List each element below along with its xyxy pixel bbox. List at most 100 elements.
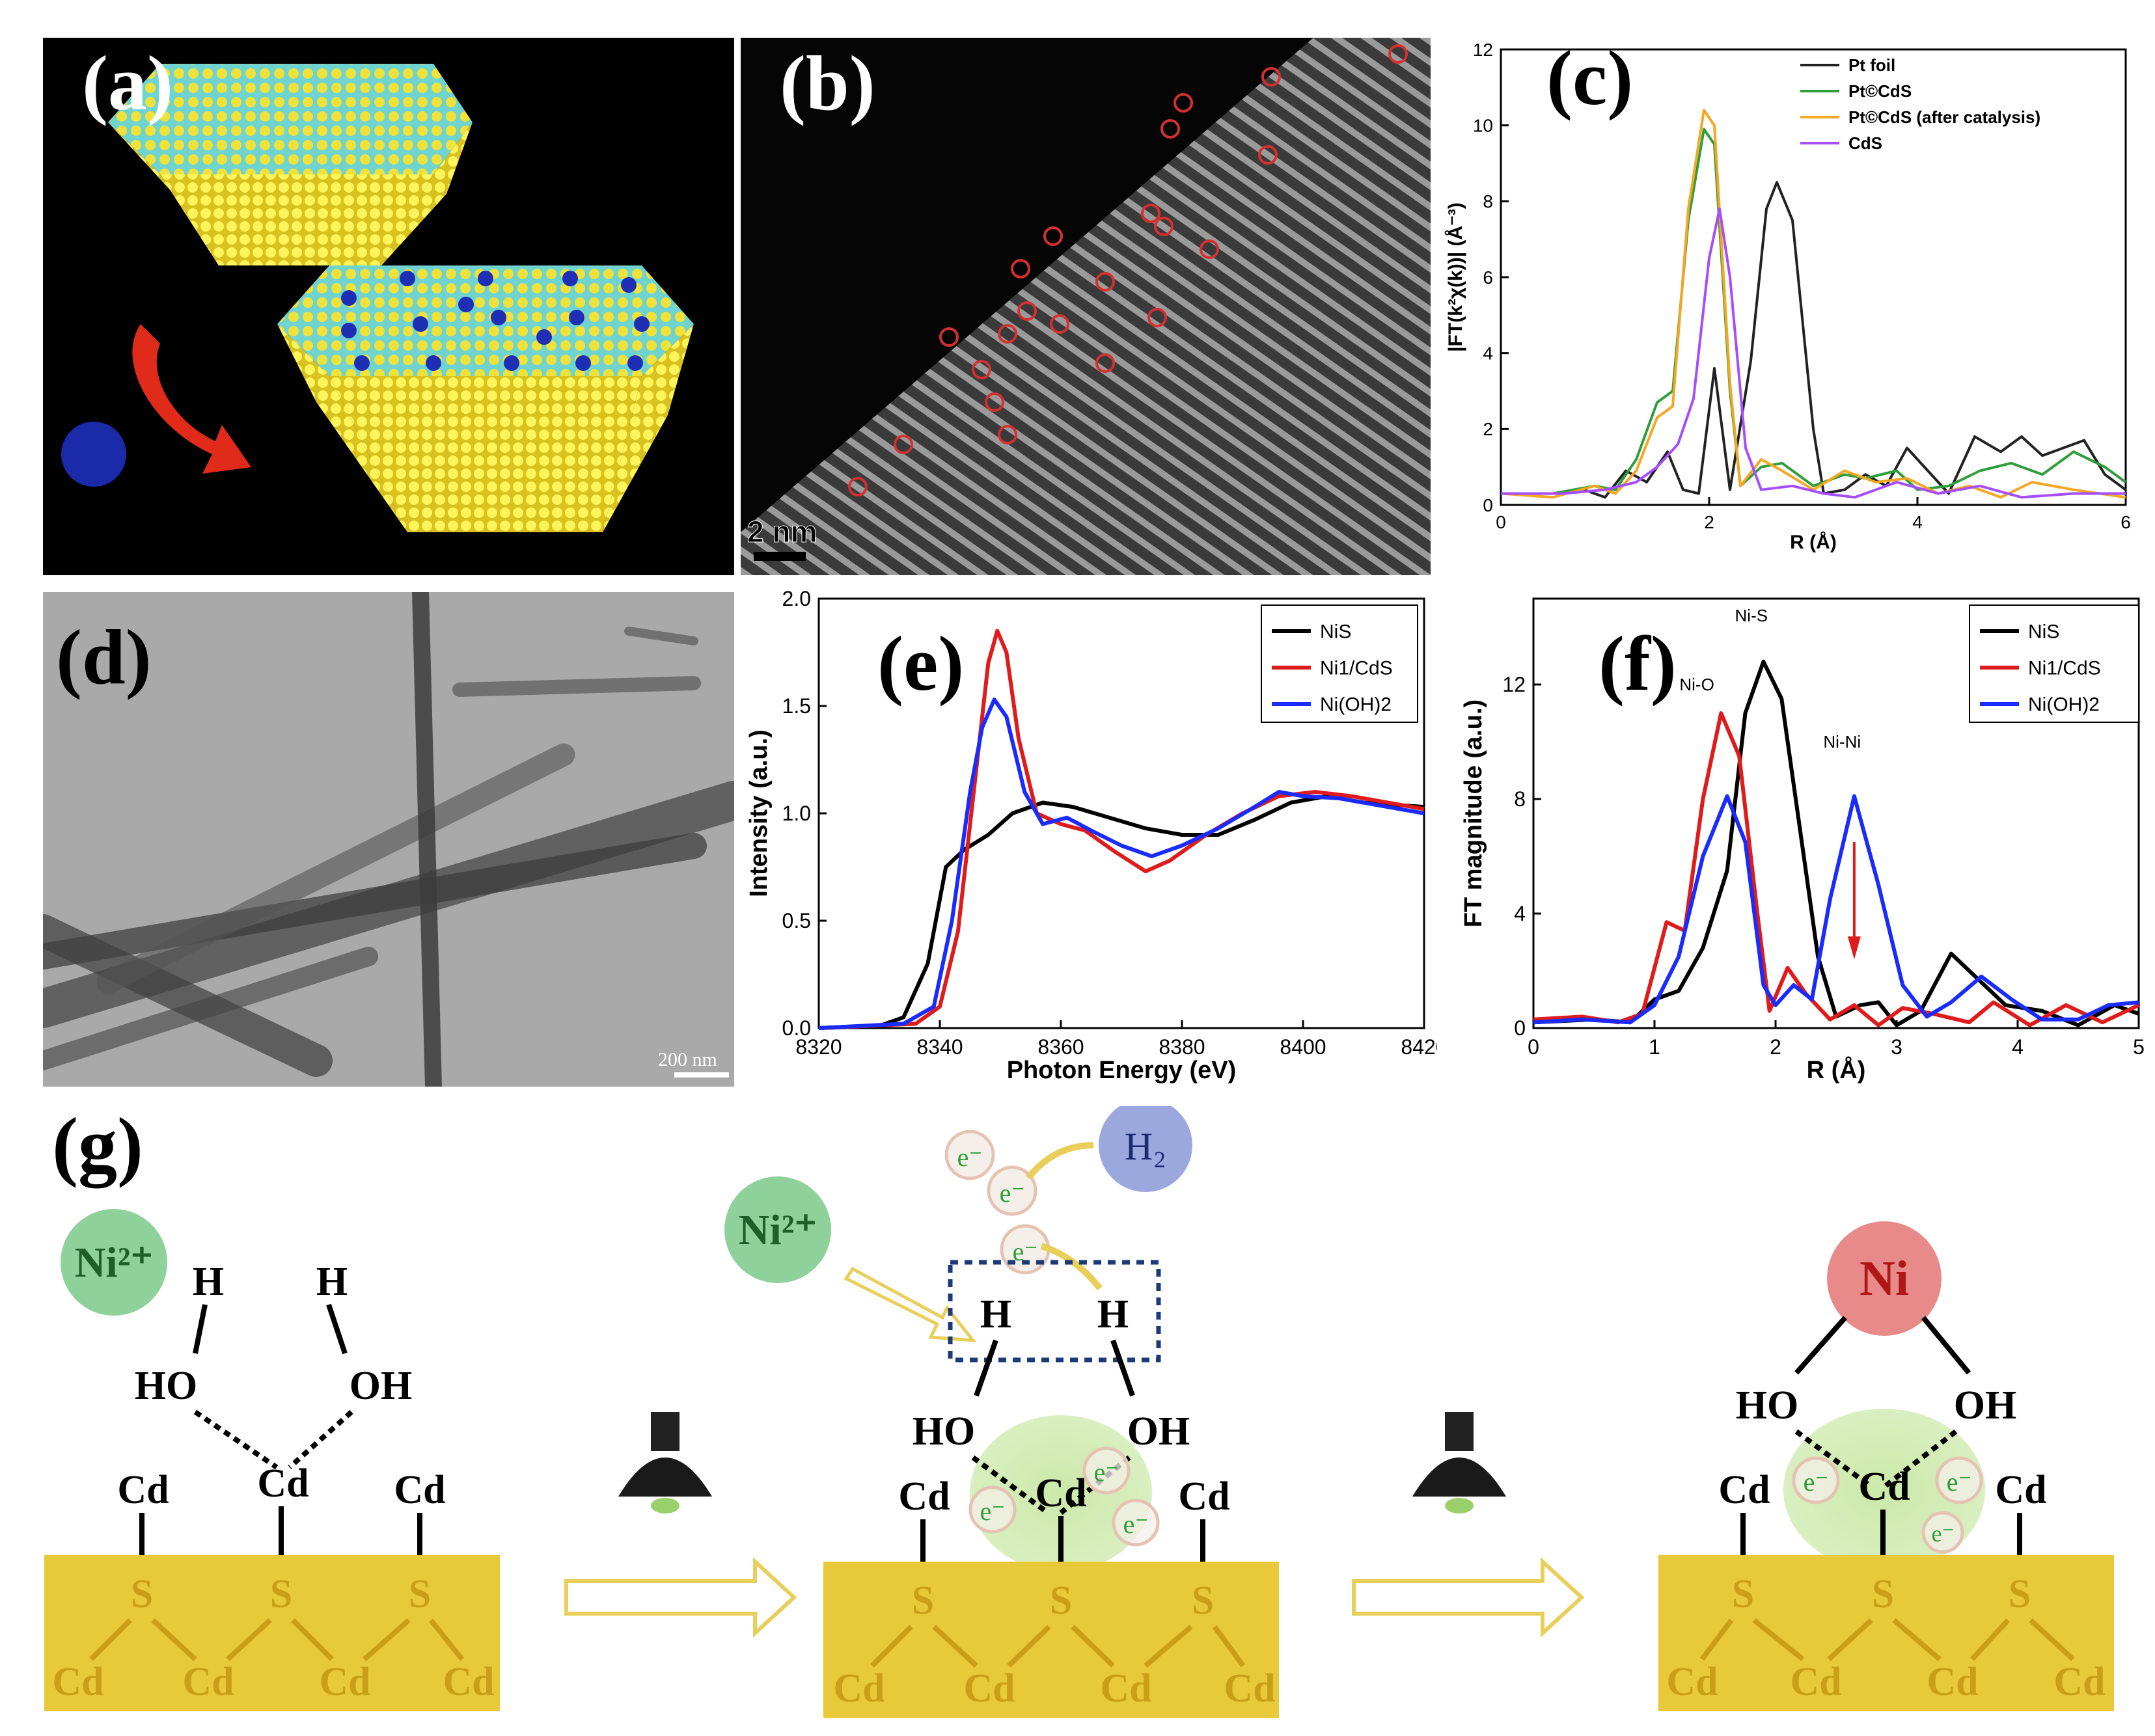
ni-atom-label: Ni (1860, 1251, 1909, 1306)
arrow-right-icon (564, 1557, 797, 1638)
s-label: S (409, 1572, 431, 1616)
series-line-pt-cds-after-catalysis- (1500, 109, 2126, 499)
light-lamp-icon (1412, 1412, 1506, 1513)
x-tick-label: 4 (2012, 1035, 2024, 1059)
x-tick-label: 0 (1528, 1035, 1539, 1059)
label-e: (e) (877, 620, 965, 707)
oh-label: OH (350, 1364, 412, 1408)
scalebar-b (754, 552, 806, 561)
s-label: S (1050, 1579, 1072, 1623)
y-tick-label: 12 (1502, 673, 1526, 696)
y-tick-label: 0 (1483, 495, 1493, 515)
ho-label: HO (1736, 1383, 1798, 1428)
cd-label: Cd (1995, 1468, 2046, 1512)
x-axis-label: R (Å) (1790, 532, 1837, 553)
y-tick-label: 8 (1514, 787, 1526, 811)
label-b: (b) (780, 40, 875, 126)
stem-image: 2 nm (741, 38, 1431, 575)
red-arrow-icon (132, 324, 251, 474)
legend-label: Ni1/CdS (2028, 658, 2101, 679)
stage-2: Ni²⁺ H₂ e⁻ e⁻ e⁻ H H HO OH (724, 1106, 1279, 1718)
cd-label: Cd (319, 1660, 370, 1704)
oh-label: OH (1127, 1409, 1190, 1454)
panel-c: 0 2 4 6 0 2 4 6 8 10 12 R (Å) |FT(k²χ(k))| (Å⁻³) Pt f… (1436, 26, 2152, 586)
y-axis-label: FT magnitude (a.u.) (1460, 699, 1487, 927)
ni2-ion-2-label: Ni²⁺ (739, 1206, 817, 1254)
legend-label: Ni1/CdS (1320, 658, 1393, 679)
ni2-ion-1-label: Ni²⁺ (75, 1239, 154, 1286)
electron-label: e⁻ (1804, 1467, 1829, 1497)
series-line-nis (1533, 659, 2140, 1027)
chart-c: 0 2 4 6 0 2 4 6 8 10 12 R (Å) |FT(k²χ(k))| (Å⁻³) Pt f… (1445, 40, 2131, 553)
y-tick-label: 0.5 (782, 909, 811, 932)
peak-annotation: Ni-O (1679, 675, 1714, 694)
cds-surface-3 (1658, 1555, 2114, 1711)
y-tick-label: 0.0 (782, 1016, 811, 1040)
y-tick-label: 8 (1483, 191, 1493, 211)
h-label: H (316, 1260, 348, 1304)
x-tick-label: 8320 (795, 1035, 842, 1059)
series-line-ni1-cds (818, 629, 1425, 1030)
electron-label: e⁻ (1123, 1510, 1149, 1539)
x-tick-label: 8360 (1037, 1035, 1084, 1059)
peak-annotation: Ni-Ni (1823, 732, 1861, 752)
y-axis-label: |FT(k²χ(k))| (Å⁻³) (1445, 202, 1466, 352)
tem-image: 200 nm (43, 592, 734, 1087)
cd-label: Cd (1100, 1666, 1151, 1711)
arrow-to-h-icon (1040, 1243, 1103, 1291)
s-label: S (270, 1572, 292, 1616)
legend-label: Ni(OH)2 (2028, 694, 2100, 716)
y-tick-label: 2 (1483, 419, 1493, 439)
electron-cluster-final: e⁻ e⁻ e⁻ (1792, 1456, 1983, 1554)
cd-label: Cd (1035, 1471, 1086, 1515)
s-label: S (912, 1579, 934, 1623)
legend-label: NiS (1320, 621, 1351, 643)
cd-label: Cd (182, 1660, 234, 1704)
cd-label: Cd (117, 1468, 169, 1512)
cd-label: Cd (963, 1666, 1015, 1711)
ni2-ion-1 (61, 1209, 167, 1316)
label-f: (f) (1599, 620, 1677, 707)
ni2-ion-2 (724, 1176, 831, 1283)
pristine-crystal (108, 64, 473, 265)
nanocrystal-illustration (61, 64, 694, 532)
electron-label: e⁻ (980, 1497, 1006, 1526)
legend-label: CdS (1848, 133, 1882, 153)
x-tick-label: 6 (2121, 512, 2131, 532)
arrow-to-h2-icon (1026, 1142, 1094, 1180)
ho-label: HO (913, 1409, 975, 1454)
electron-label: e⁻ (1094, 1458, 1119, 1487)
panel-a: (a) (43, 38, 734, 575)
y-tick-label: 1.5 (782, 694, 811, 718)
series-line-nis (818, 794, 1425, 1030)
legend-label: NiS (2028, 621, 2059, 643)
scalebar-d (674, 1072, 729, 1078)
series-line-ni-oh-2 (818, 698, 1425, 1030)
series-line-ni-oh-2 (1533, 794, 2139, 1025)
ni-atom-sphere (61, 422, 126, 487)
label-a: (a) (82, 40, 173, 126)
electron-label: e⁻ (1932, 1521, 1955, 1547)
electron-cluster-surface: e⁻ e⁻ e⁻ (968, 1446, 1160, 1547)
ho-label: HO (135, 1364, 197, 1408)
s-label: S (1732, 1572, 1754, 1616)
label-g: (g) (52, 1106, 143, 1188)
mechanism-schematic: Ni²⁺ H H HO OH Cd Cd Cd S S S Cd Cd Cd (44, 1106, 2114, 1718)
panel-f: 0 1 2 3 4 5 0 4 8 12 R (Å) FT magnitude (a.u.) NiS Ni… (1436, 586, 2152, 1106)
y-tick-label: 1.0 (782, 802, 811, 825)
x-tick-label: 8380 (1159, 1035, 1205, 1059)
x-tick-label: 3 (1891, 1035, 1902, 1059)
cd-label: Cd (1718, 1468, 1770, 1512)
label-c: (c) (1546, 34, 1634, 121)
h-label: H (1097, 1292, 1129, 1336)
x-tick-label: 5 (2133, 1035, 2145, 1059)
x-axis-label: Photon Energy (eV) (1007, 1057, 1237, 1084)
label-d: (d) (56, 614, 152, 700)
cd-label: Cd (1224, 1666, 1275, 1711)
x-tick-label: 4 (1912, 512, 1923, 532)
electron-cluster: e⁻ e⁻ e⁻ (944, 1130, 1050, 1275)
y-tick-label: 0 (1514, 1016, 1526, 1040)
arrow-right-icon (1352, 1557, 1585, 1638)
